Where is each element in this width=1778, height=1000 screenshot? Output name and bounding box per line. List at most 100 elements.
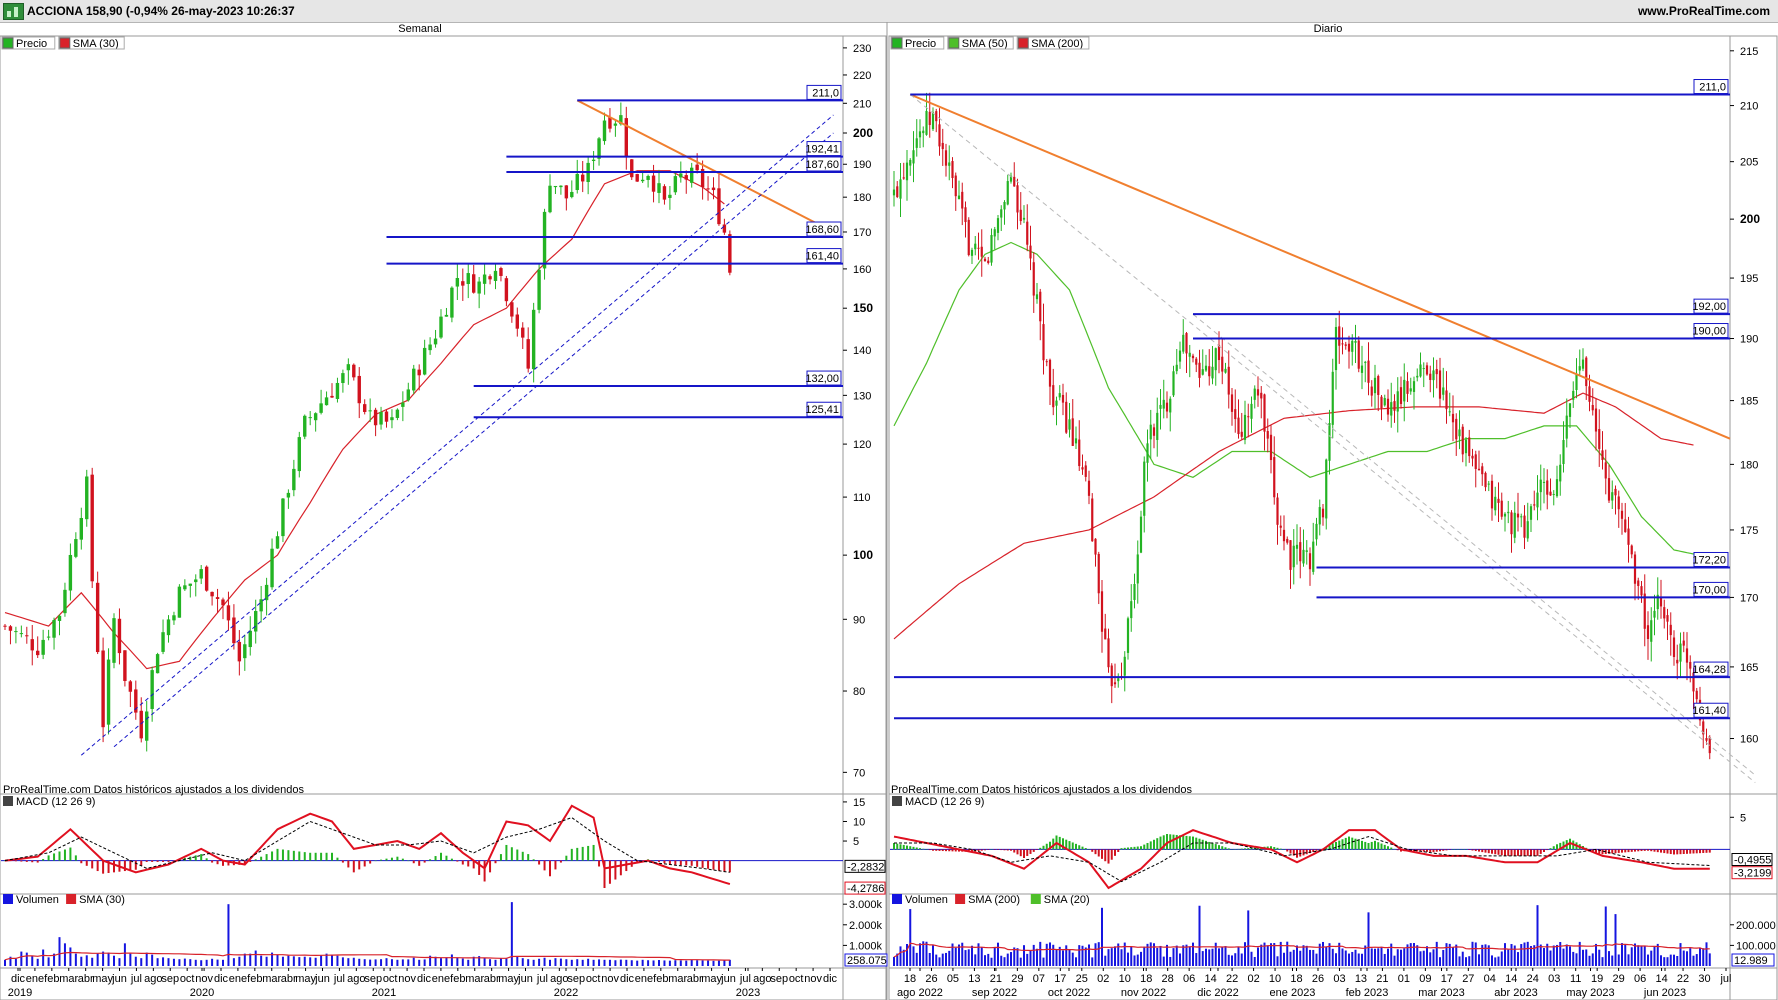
daily-panel-frame	[888, 35, 1778, 1000]
macd-histogram-bar	[390, 857, 393, 861]
price-candle	[1650, 620, 1653, 642]
volume-bar	[194, 959, 197, 966]
volume-bar	[1536, 905, 1539, 966]
macd-histogram-bar	[1455, 849, 1458, 850]
y-tick-label: 160	[853, 264, 871, 276]
volume-bar	[707, 960, 710, 966]
volume-bar	[690, 959, 693, 966]
volume-bar	[1208, 949, 1211, 966]
site-url-link[interactable]: www.ProRealTime.com	[1637, 4, 1770, 18]
price-candle	[1380, 396, 1383, 409]
volume-bar	[205, 959, 208, 966]
weekly-volume-chart[interactable]: 3.000k 2.000k 1.000k 258.075 Volumen SMA (30)	[3, 894, 888, 967]
macd-histogram-bar	[674, 860, 677, 865]
x-month-label: dic	[11, 973, 26, 985]
volume-bar	[1123, 942, 1126, 966]
x-day-label: 07	[1033, 973, 1045, 985]
price-candle	[1559, 464, 1562, 482]
macd-signal-value: -0,4955	[1734, 855, 1771, 867]
volume-bar	[232, 958, 235, 966]
price-candle	[651, 175, 656, 192]
macd-histogram-bar	[1533, 849, 1536, 856]
price-candle	[1159, 404, 1162, 409]
price-candle	[368, 410, 372, 412]
volume-bar	[1276, 956, 1279, 966]
volume-bar	[1530, 946, 1532, 966]
price-candle	[624, 118, 628, 157]
weekly-macd-chart[interactable]: 15 10 5 -2,2832 -4,2786 MACD (12 26 9)	[1, 796, 886, 895]
price-candle	[139, 710, 143, 739]
x-month-label: ene	[635, 973, 653, 985]
macd-histogram-bar	[1660, 849, 1662, 853]
volume-bar	[1341, 948, 1344, 966]
price-candle	[417, 369, 421, 376]
volume-bar	[423, 959, 426, 966]
volume-bar	[1354, 949, 1357, 966]
macd-histogram-bar	[893, 843, 895, 850]
volume-last-box	[844, 953, 888, 967]
price-candle	[243, 644, 247, 659]
macd-histogram-bar	[472, 860, 475, 869]
y-tick-label: 215	[1740, 46, 1758, 58]
price-candle	[1048, 359, 1052, 387]
macd-histogram-bar	[1393, 848, 1396, 850]
price-candle	[1500, 500, 1503, 517]
daily-macd-chart[interactable]: 5 -0,4955-3,2199 MACD (12 26 9)	[890, 796, 1773, 890]
volume-bar	[461, 958, 464, 966]
macd-histogram-bar	[1487, 849, 1490, 854]
price-candle	[357, 375, 361, 404]
price-candle	[450, 287, 454, 318]
volume-bar	[565, 959, 568, 966]
volume-bar	[478, 956, 481, 966]
price-candle	[1182, 334, 1185, 352]
macd-histogram-bar	[1370, 841, 1373, 850]
macd-histogram-bar	[1552, 846, 1555, 850]
legend-label: Precio	[905, 38, 936, 50]
volume-bar	[984, 955, 986, 966]
price-candle	[1201, 369, 1204, 375]
price-candle	[1429, 373, 1432, 380]
x-month-label: feb	[44, 973, 59, 985]
volume-bar	[85, 955, 88, 966]
price-candle	[1227, 366, 1230, 395]
macd-histogram-bar	[1474, 849, 1477, 852]
macd-histogram-bar	[1032, 849, 1035, 852]
y-tick-label: 170	[853, 227, 871, 239]
macd-histogram-bar	[440, 852, 442, 861]
price-candle	[504, 278, 509, 302]
price-candle	[341, 373, 345, 384]
volume-bar	[265, 956, 268, 966]
price-candle	[237, 641, 242, 662]
macd-histogram-bar	[1172, 834, 1175, 850]
price-candle	[395, 409, 400, 418]
macd-histogram-bar	[581, 846, 584, 861]
price-candle	[1195, 358, 1198, 365]
volume-bar	[1429, 952, 1432, 966]
volume-sma-line	[893, 942, 1710, 958]
macd-histogram-bar	[1598, 849, 1601, 854]
price-candle	[1503, 513, 1507, 517]
weekly-price-chart[interactable]: 211,0 192,41 187,60 168,60 161,40 132,00 125,4…	[1, 36, 843, 756]
macd-histogram-bar	[1500, 849, 1503, 856]
volume-bar	[997, 942, 999, 966]
daily-volume-chart[interactable]: 200.000 100.000 12.989 Volumen SMA (200) SMA …	[892, 894, 1776, 967]
macd-histogram-bar	[1117, 849, 1120, 852]
price-candle	[1448, 411, 1451, 413]
x-year-label: 2020	[190, 987, 214, 999]
macd-histogram-bar	[707, 860, 710, 869]
volume-bar	[1026, 953, 1029, 966]
macd-histogram-bar	[1439, 849, 1441, 852]
volume-legend-swatch	[3, 894, 13, 904]
macd-histogram-bar	[1491, 849, 1493, 854]
price-candle	[948, 162, 951, 166]
volume-bar	[1380, 946, 1383, 966]
macd-histogram-bar	[1114, 849, 1116, 856]
volume-bar	[532, 959, 535, 966]
macd-histogram-bar	[1084, 848, 1087, 850]
volume-bar	[909, 909, 912, 966]
macd-histogram-bar	[1234, 849, 1237, 850]
volume-bar	[1104, 955, 1107, 966]
daily-price-chart[interactable]: 211,0 192,00 190,00 172,20 170,00 164,28 161,4…	[890, 36, 1756, 783]
macd-histogram-bar	[1526, 849, 1529, 856]
volume-bar	[320, 955, 323, 966]
